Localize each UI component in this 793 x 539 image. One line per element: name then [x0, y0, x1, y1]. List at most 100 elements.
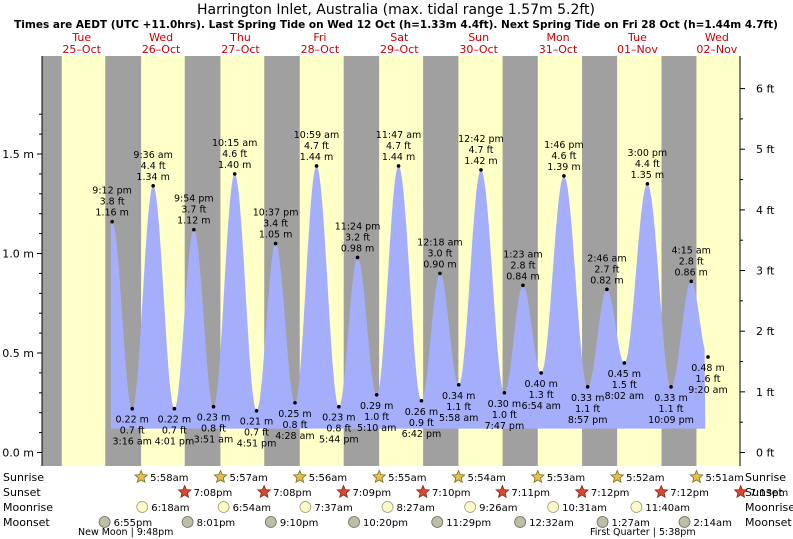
tide-label-6-2: 1.40 m: [218, 160, 251, 171]
ytick-m-label-3: 1.5 m: [2, 148, 34, 161]
sunrise-icon: [530, 469, 545, 484]
ytick-m-label-0: 0.0 m: [2, 447, 34, 460]
moon-phase-new: New Moon | 9:48pm: [78, 527, 173, 538]
tide-point-7: [254, 408, 259, 413]
ytick-ft-label-2: 2 ft: [756, 325, 775, 338]
tide-point-27: [669, 385, 673, 389]
tide-point-22: [562, 174, 566, 178]
sunset-icon: [733, 484, 748, 499]
tide-point-24: [605, 287, 609, 292]
tide-point-20: [521, 283, 525, 288]
tide-label-20-0: 1:23 am: [503, 249, 542, 260]
sunrise-icon: [213, 469, 228, 484]
moonset-time-0: 6:55pm: [114, 518, 153, 529]
tide-label-20-1: 2.8 ft: [510, 260, 535, 271]
moonset-icon: [348, 516, 360, 528]
row-label-right-sunrise: Sunrise: [745, 471, 786, 484]
ytick-ft-label-0: 0 ft: [756, 447, 775, 460]
tide-label-1-0: 0.22 m: [115, 415, 148, 426]
tide-label-14-0: 11:47 am: [376, 130, 421, 141]
night-band-0: [42, 56, 62, 466]
tide-labels: 9:12 pm3.8 ft1.16 m0.22 m0.7 ft3:16 am9:…: [92, 130, 727, 450]
row-label-left-sunset: Sunset: [3, 486, 41, 499]
ytick-ft-label-6: 6 ft: [756, 83, 775, 96]
day-date-6: 31–Oct: [539, 43, 578, 56]
moonset-time-4: 11:29pm: [446, 518, 491, 529]
sunrise-icon: [134, 469, 149, 484]
tide-label-8-1: 3.4 ft: [263, 219, 288, 230]
day-dow-6: Mon: [546, 31, 569, 44]
moonset-time-7: 2:14am: [694, 518, 732, 529]
tide-label-24-2: 0.82 m: [590, 275, 623, 286]
tide-curve: [110, 165, 706, 429]
tide-label-27-1: 1.1 ft: [659, 404, 684, 415]
tide-label-15-1: 0.9 ft: [409, 418, 434, 429]
tide-label-17-2: 5:58 am: [439, 413, 478, 424]
tide-label-13-2: 5:10 am: [357, 423, 396, 434]
ytick-m-label-1: 0.5 m: [2, 347, 34, 360]
tide-label-21-1: 1.3 ft: [529, 390, 554, 401]
tide-point-28: [689, 279, 694, 284]
tide-point-23: [585, 385, 590, 389]
sunset-time-6: 7:12pm: [670, 488, 709, 499]
moonrise-icon: [547, 501, 560, 513]
tide-label-11-1: 0.8 ft: [326, 424, 351, 435]
tide-label-29-2: 9:20 am: [688, 385, 727, 396]
tide-label-1-2: 3:16 am: [112, 437, 151, 448]
moonrise-time-3: 8:27am: [397, 503, 435, 514]
tide-label-15-0: 0.26 m: [405, 407, 438, 418]
tide-label-29-1: 1.6 ft: [695, 374, 720, 385]
tide-label-14-1: 4.7 ft: [386, 141, 411, 152]
tide-label-23-2: 8:57 pm: [568, 415, 608, 426]
tide-label-16-2: 0.90 m: [423, 259, 456, 270]
moonset-icon: [678, 516, 691, 528]
tide-point-14: [396, 164, 401, 168]
tide-label-18-0: 12:42 pm: [458, 134, 504, 145]
tide-label-2-0: 9:36 am: [133, 150, 172, 161]
sunset-time-5: 7:12pm: [591, 488, 630, 499]
tide-label-9-1: 0.8 ft: [282, 420, 307, 431]
row-label-right-sunset: Sunset: [745, 486, 783, 499]
day-dow-8: Wed: [705, 31, 729, 44]
moonrise-time-6: 11:40am: [645, 503, 690, 514]
day-labels: Tue25–OctWed26–OctThu27–OctFri28–OctSat2…: [62, 31, 737, 56]
tide-label-28-2: 0.86 m: [674, 267, 707, 278]
moonrise-time-4: 9:26am: [479, 503, 517, 514]
tide-point-21: [539, 371, 543, 375]
tide-label-1-1: 0.7 ft: [120, 426, 145, 437]
day-date-2: 27–Oct: [221, 43, 260, 56]
tide-point-4: [192, 227, 196, 232]
tide-label-18-2: 1.42 m: [464, 156, 497, 167]
day-dow-3: Fri: [313, 31, 326, 44]
moonset-icon: [264, 516, 277, 528]
tide-point-12: [355, 255, 360, 260]
chart-subtitle: Times are AEDT (UTC +11.0hrs). Last Spri…: [14, 19, 778, 31]
tide-label-11-0: 0.23 m: [322, 413, 355, 424]
tide-label-14-2: 1.44 m: [382, 152, 415, 163]
tide-point-15: [419, 398, 424, 403]
row-label-left-moonrise: Moonrise: [3, 501, 53, 514]
tide-point-0: [110, 219, 114, 224]
tide-label-28-1: 2.8 ft: [679, 256, 704, 267]
tide-label-5-1: 0.8 ft: [201, 424, 226, 435]
tide-label-25-2: 8:02 am: [605, 391, 644, 402]
sunrise-time-4: 5:54am: [467, 473, 505, 484]
ytick-ft-label-1: 1 ft: [756, 386, 775, 399]
moonset-time-1: 8:01pm: [197, 518, 236, 529]
sunset-time-2: 7:09pm: [353, 488, 392, 499]
tide-point-9: [293, 400, 297, 405]
moonrise-icon: [464, 501, 477, 513]
moonrise-icon: [381, 501, 394, 513]
tide-label-12-1: 3.2 ft: [345, 232, 370, 243]
sunset-time-3: 7:10pm: [432, 488, 471, 499]
tide-label-21-2: 6:54 am: [521, 401, 560, 412]
tide-point-3: [172, 406, 177, 411]
moonset-icon: [181, 516, 194, 528]
row-label-right-moonrise: Moonrise: [745, 501, 793, 514]
tide-point-18: [479, 168, 483, 172]
tide-label-19-2: 7:47 pm: [485, 421, 525, 432]
tide-label-8-0: 10:37 pm: [253, 208, 299, 219]
day-date-3: 28–Oct: [301, 43, 340, 56]
moonset-icon: [514, 516, 527, 528]
moonset-time-6: 1:27am: [612, 518, 650, 529]
